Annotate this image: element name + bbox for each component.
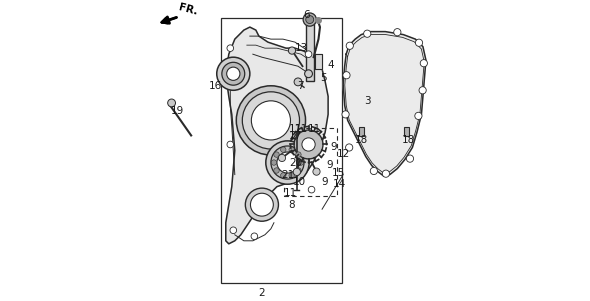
Text: 11: 11 bbox=[295, 124, 308, 135]
Text: 16: 16 bbox=[209, 81, 222, 91]
Circle shape bbox=[415, 112, 422, 119]
Circle shape bbox=[222, 62, 245, 85]
Polygon shape bbox=[343, 32, 426, 176]
Circle shape bbox=[281, 173, 286, 178]
Text: 18: 18 bbox=[355, 135, 368, 145]
Circle shape bbox=[363, 30, 371, 37]
Circle shape bbox=[245, 188, 278, 221]
Circle shape bbox=[346, 42, 353, 49]
Circle shape bbox=[299, 160, 304, 165]
Text: 9: 9 bbox=[322, 177, 329, 187]
Circle shape bbox=[346, 144, 353, 151]
Bar bbox=[306, 21, 314, 81]
Circle shape bbox=[407, 155, 414, 162]
Text: 8: 8 bbox=[289, 200, 296, 210]
Circle shape bbox=[281, 147, 286, 152]
Circle shape bbox=[343, 72, 350, 79]
Text: 12: 12 bbox=[336, 148, 350, 159]
Text: 6: 6 bbox=[303, 10, 310, 20]
Circle shape bbox=[342, 111, 349, 118]
Circle shape bbox=[286, 171, 292, 178]
Circle shape bbox=[242, 92, 300, 149]
Circle shape bbox=[382, 170, 389, 177]
Circle shape bbox=[227, 45, 234, 51]
Circle shape bbox=[306, 16, 314, 23]
Circle shape bbox=[308, 186, 315, 193]
Text: 13: 13 bbox=[294, 43, 307, 53]
Circle shape bbox=[274, 152, 279, 157]
Circle shape bbox=[271, 160, 277, 165]
Circle shape bbox=[168, 99, 175, 107]
Text: 11: 11 bbox=[307, 124, 320, 134]
Circle shape bbox=[227, 67, 240, 80]
Text: 4: 4 bbox=[328, 60, 335, 70]
Text: 10: 10 bbox=[293, 177, 306, 187]
Text: 17: 17 bbox=[289, 131, 301, 141]
Polygon shape bbox=[314, 54, 322, 69]
Bar bbox=[404, 127, 409, 136]
Text: 20: 20 bbox=[290, 157, 303, 168]
Bar bbox=[359, 127, 364, 136]
Circle shape bbox=[278, 154, 286, 162]
Text: 11: 11 bbox=[284, 188, 297, 198]
Circle shape bbox=[294, 78, 302, 86]
Circle shape bbox=[305, 51, 312, 57]
Circle shape bbox=[227, 141, 234, 148]
Circle shape bbox=[266, 141, 309, 184]
Circle shape bbox=[302, 138, 315, 151]
Circle shape bbox=[289, 147, 294, 152]
Circle shape bbox=[230, 227, 237, 234]
Circle shape bbox=[217, 57, 250, 90]
Circle shape bbox=[313, 168, 320, 175]
Circle shape bbox=[277, 152, 298, 173]
Circle shape bbox=[251, 233, 258, 240]
Circle shape bbox=[274, 168, 279, 173]
Circle shape bbox=[289, 47, 296, 54]
Polygon shape bbox=[226, 27, 328, 244]
Text: 14: 14 bbox=[333, 178, 346, 189]
Text: 3: 3 bbox=[364, 96, 371, 106]
Text: 9: 9 bbox=[331, 142, 337, 153]
Text: FR.: FR. bbox=[177, 2, 198, 17]
Text: 5: 5 bbox=[320, 73, 327, 83]
Circle shape bbox=[251, 101, 290, 140]
Text: 2: 2 bbox=[258, 287, 265, 298]
Circle shape bbox=[371, 167, 378, 175]
Text: 19: 19 bbox=[171, 106, 183, 116]
Text: 21: 21 bbox=[281, 170, 294, 180]
Circle shape bbox=[294, 130, 323, 159]
Circle shape bbox=[271, 146, 304, 179]
Circle shape bbox=[415, 39, 422, 46]
Circle shape bbox=[304, 70, 313, 78]
Circle shape bbox=[296, 168, 301, 173]
Circle shape bbox=[303, 13, 316, 26]
Circle shape bbox=[394, 29, 401, 36]
Circle shape bbox=[289, 173, 294, 178]
Circle shape bbox=[237, 86, 306, 155]
Text: 18: 18 bbox=[402, 135, 415, 145]
Bar bbox=[284, 128, 337, 196]
Circle shape bbox=[250, 193, 273, 216]
Circle shape bbox=[296, 152, 301, 157]
Bar bbox=[221, 18, 342, 283]
Text: 15: 15 bbox=[332, 168, 345, 178]
Circle shape bbox=[419, 87, 426, 94]
Text: 11: 11 bbox=[289, 124, 302, 134]
Text: 9: 9 bbox=[326, 160, 333, 170]
Circle shape bbox=[293, 168, 300, 175]
Text: 7: 7 bbox=[297, 81, 304, 91]
Circle shape bbox=[420, 60, 427, 67]
